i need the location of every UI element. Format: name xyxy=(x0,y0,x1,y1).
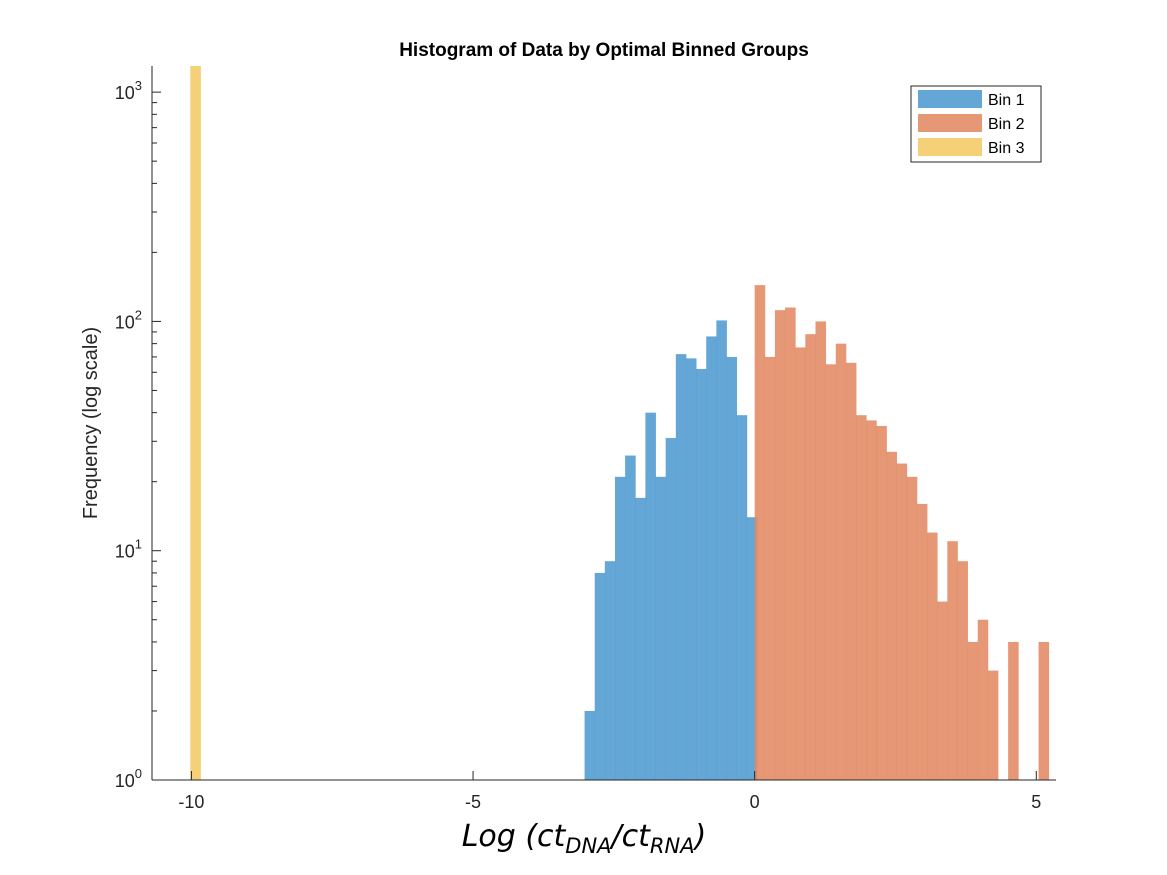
y-tick-label: 100 xyxy=(115,766,142,791)
bar-bin-2-15 xyxy=(906,476,918,780)
bar-bin-2-9 xyxy=(845,362,857,780)
bar-bin-2-6 xyxy=(815,321,827,780)
bar-bin-1-11 xyxy=(696,369,707,780)
bar-bin-2-4 xyxy=(795,347,806,780)
bar-bin-2-12 xyxy=(876,425,887,780)
bar-bin-2-8 xyxy=(835,343,847,780)
bar-bin-2-28 xyxy=(1038,641,1050,780)
bar-bin-2-14 xyxy=(896,463,908,780)
bar-bin-1-14 xyxy=(726,356,738,780)
bar-bin-1-12 xyxy=(706,336,717,780)
bar-bin-2-7 xyxy=(825,364,837,780)
bars-layer xyxy=(190,66,1050,780)
bar-bin-3-0 xyxy=(190,66,201,780)
bar-bin-1-6 xyxy=(645,412,656,780)
legend-label-3: Bin 3 xyxy=(988,140,1025,157)
axes xyxy=(151,66,1056,781)
bar-bin-1-10 xyxy=(685,358,697,780)
bar-bin-1-7 xyxy=(655,476,667,780)
bar-bin-2-18 xyxy=(937,601,948,780)
legend-label-1: Bin 1 xyxy=(988,92,1025,109)
bar-bin-2-3 xyxy=(785,307,796,780)
bar-bin-2-0 xyxy=(754,285,766,780)
x-label-suffix: ) xyxy=(693,819,707,854)
bar-bin-1-4 xyxy=(625,455,636,780)
x-label-prefix: Log (ct xyxy=(462,819,567,854)
x-label-sub-rna: RNA xyxy=(650,834,695,858)
bar-bin-1-3 xyxy=(614,476,626,780)
bar-bin-1-0 xyxy=(584,710,596,780)
bar-bin-1-8 xyxy=(665,438,677,780)
x-tick-label: 5 xyxy=(1031,792,1041,812)
y-axis-label: Frequency (log scale) xyxy=(80,327,102,519)
y-tick-label: 103 xyxy=(115,78,142,103)
bar-bin-1-9 xyxy=(675,354,687,780)
bar-bin-1-13 xyxy=(716,320,727,780)
x-label-mid: /ct xyxy=(609,819,652,854)
y-ticks: 100 101 102 103 xyxy=(115,78,161,791)
bar-bin-2-20 xyxy=(957,561,968,780)
bar-bin-2-5 xyxy=(805,334,816,780)
x-label-sub-dna: DNA xyxy=(565,834,611,858)
bar-bin-1-2 xyxy=(604,561,616,780)
bar-bin-1-1 xyxy=(594,572,606,780)
bar-bin-2-22 xyxy=(977,619,989,780)
y-tick-label: 102 xyxy=(115,307,142,332)
legend-swatch-2 xyxy=(918,114,982,132)
legend-swatch-3 xyxy=(918,138,982,156)
bar-bin-2-23 xyxy=(987,670,999,780)
x-ticks: -10 -5 0 5 xyxy=(178,771,1041,812)
y-tick-label: 101 xyxy=(115,537,142,562)
bar-bin-2-1 xyxy=(764,356,776,780)
legend-swatch-1 xyxy=(918,90,982,108)
bar-bin-2-16 xyxy=(916,503,928,780)
bar-bin-2-10 xyxy=(856,415,867,780)
legend: Bin 1 Bin 2 Bin 3 xyxy=(910,85,1042,163)
bar-bin-2-21 xyxy=(967,641,979,780)
bar-bin-2-13 xyxy=(886,451,897,780)
legend-label-2: Bin 2 xyxy=(988,116,1025,133)
x-tick-label: -10 xyxy=(178,792,204,812)
bar-bin-2-11 xyxy=(866,420,877,780)
chart-title: Histogram of Data by Optimal Binned Grou… xyxy=(399,40,809,61)
x-tick-label: 0 xyxy=(750,792,760,812)
bar-bin-2-17 xyxy=(927,532,938,780)
x-tick-label: -5 xyxy=(465,792,481,812)
bar-bin-2-2 xyxy=(774,310,786,780)
bar-bin-2-25 xyxy=(1008,641,1019,780)
bar-bin-2-19 xyxy=(947,541,958,780)
bar-bin-1-16 xyxy=(746,517,758,780)
bar-bin-1-5 xyxy=(635,497,646,780)
x-axis-label: Log (ctDNA/ctRNA) xyxy=(462,819,707,858)
bar-bin-1-15 xyxy=(736,415,748,780)
